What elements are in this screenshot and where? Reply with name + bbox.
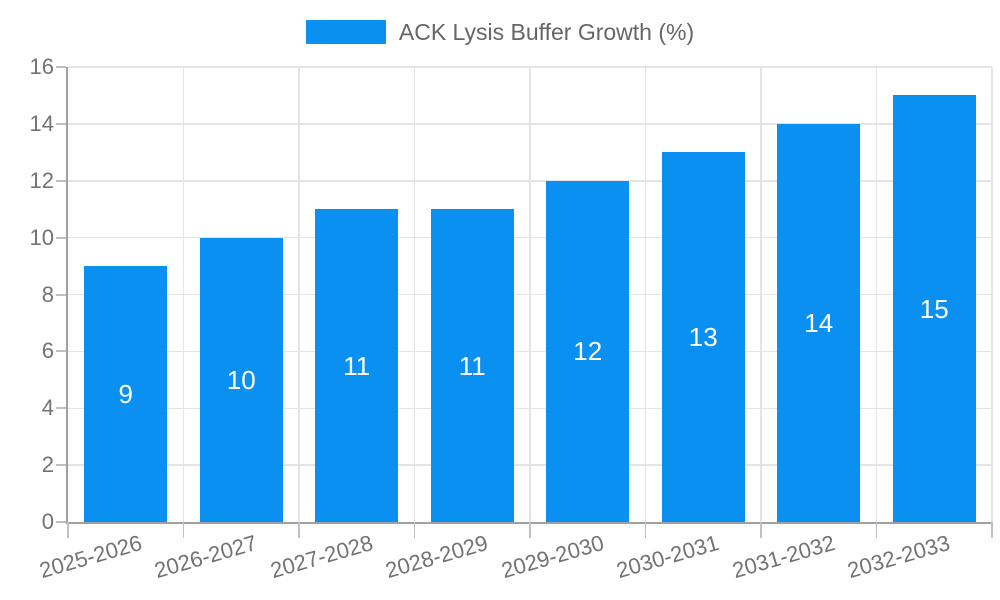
y-axis-tick bbox=[56, 293, 66, 296]
v-gridline bbox=[991, 67, 993, 522]
y-axis-tick bbox=[56, 236, 66, 239]
v-gridline bbox=[182, 67, 185, 522]
y-axis-tick bbox=[56, 464, 66, 467]
x-axis-tick bbox=[67, 522, 69, 538]
y-axis-tick bbox=[56, 350, 66, 353]
x-tick-label: 2030-2031 bbox=[613, 530, 722, 584]
legend-swatch bbox=[305, 20, 386, 44]
v-gridline bbox=[875, 67, 878, 522]
y-tick-label: 12 bbox=[29, 167, 54, 193]
bar: 14 bbox=[777, 123, 861, 522]
bar-value-label: 10 bbox=[226, 364, 256, 395]
bar-value-label: 13 bbox=[688, 322, 718, 353]
y-tick-label: 0 bbox=[41, 509, 54, 534]
x-axis-tick bbox=[413, 522, 416, 538]
y-tick-label: 10 bbox=[29, 224, 54, 250]
bar: 12 bbox=[546, 180, 630, 522]
x-tick-label: 2025-2026 bbox=[36, 530, 145, 584]
bar: 9 bbox=[84, 266, 168, 522]
y-tick-label: 16 bbox=[29, 54, 54, 79]
bar-value-label: 11 bbox=[343, 350, 371, 381]
x-tick-label: 2028-2029 bbox=[382, 530, 491, 584]
y-tick-label: 8 bbox=[41, 281, 54, 307]
y-axis-tick bbox=[56, 66, 66, 68]
x-tick-label: 2027-2028 bbox=[267, 530, 376, 584]
x-axis-tick bbox=[875, 522, 878, 538]
y-tick-label: 2 bbox=[41, 452, 54, 478]
x-tick-label: 2032-2033 bbox=[844, 530, 953, 584]
bar: 15 bbox=[892, 95, 976, 522]
y-tick-label: 14 bbox=[29, 110, 54, 136]
v-gridline bbox=[298, 67, 300, 522]
y-axis-tick bbox=[56, 179, 66, 182]
x-axis-tick bbox=[991, 522, 993, 538]
v-gridline bbox=[529, 67, 531, 522]
x-axis-tick bbox=[760, 522, 762, 538]
bar: 13 bbox=[661, 152, 745, 522]
bar-value-label: 9 bbox=[118, 379, 133, 410]
y-axis-tick bbox=[56, 521, 66, 523]
bar-value-label: 12 bbox=[573, 336, 603, 367]
x-tick-label: 2029-2030 bbox=[498, 530, 607, 584]
x-tick-label: 2031-2032 bbox=[729, 530, 838, 584]
y-tick-label: 4 bbox=[41, 395, 54, 421]
v-gridline bbox=[760, 67, 762, 522]
x-axis-tick bbox=[644, 522, 647, 538]
bar-value-label: 15 bbox=[919, 293, 949, 324]
bar-value-label: 11 bbox=[458, 350, 486, 381]
bar: 10 bbox=[199, 237, 283, 522]
y-axis-tick bbox=[56, 122, 66, 125]
y-axis-line bbox=[66, 67, 68, 522]
v-gridline bbox=[413, 67, 416, 522]
x-tick-label: 2026-2027 bbox=[151, 530, 260, 584]
bar-value-label: 14 bbox=[804, 307, 834, 338]
x-axis-line bbox=[66, 522, 992, 524]
legend-label: ACK Lysis Buffer Growth (%) bbox=[398, 19, 695, 45]
y-axis-tick bbox=[56, 407, 66, 410]
y-tick-label: 6 bbox=[41, 338, 54, 364]
bar: 11 bbox=[430, 209, 514, 522]
x-axis-tick bbox=[298, 522, 300, 538]
v-gridline bbox=[644, 67, 647, 522]
x-axis-tick bbox=[529, 522, 531, 538]
legend[interactable]: ACK Lysis Buffer Growth (%) bbox=[0, 19, 1000, 45]
plot-area: 9 10 11 11 12 13 14 15 bbox=[68, 66, 993, 522]
bar: 11 bbox=[315, 209, 399, 522]
x-axis-tick bbox=[182, 522, 185, 538]
